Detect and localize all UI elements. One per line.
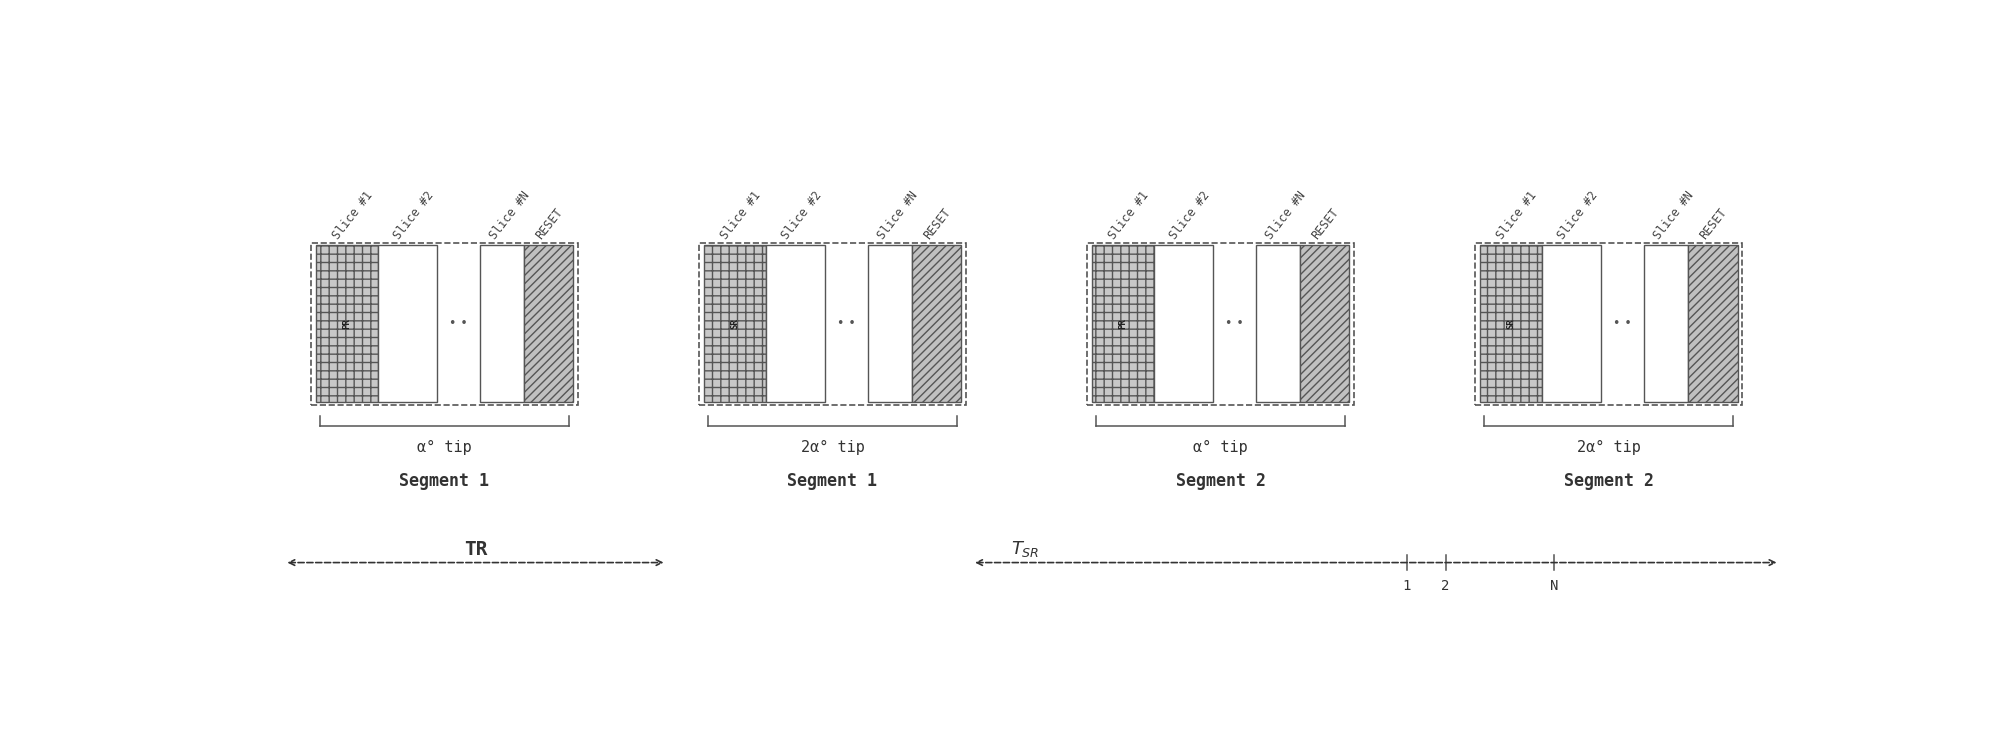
Bar — [867, 245, 911, 402]
Text: RESET: RESET — [533, 206, 565, 242]
Bar — [379, 245, 437, 402]
Text: N: N — [1550, 580, 1558, 593]
Text: Slice #1: Slice #1 — [330, 189, 375, 242]
Text: α° tip: α° tip — [417, 440, 473, 455]
Text: Segment 1: Segment 1 — [787, 472, 877, 490]
Text: RESET: RESET — [1310, 206, 1342, 242]
Text: $T_{SR}$: $T_{SR}$ — [1012, 539, 1040, 559]
Text: Segment 2: Segment 2 — [1564, 472, 1654, 490]
Text: • •: • • — [1612, 317, 1632, 330]
Bar — [1300, 245, 1350, 402]
Bar — [1092, 245, 1154, 402]
Text: RESET: RESET — [921, 206, 953, 242]
Bar — [316, 245, 379, 402]
Text: PR: PR — [1118, 318, 1128, 329]
Text: TR: TR — [465, 540, 487, 559]
Text: • •: • • — [1226, 317, 1244, 330]
Text: Slice #N: Slice #N — [1652, 189, 1697, 242]
Bar — [1542, 245, 1600, 402]
FancyArrowPatch shape — [977, 560, 1775, 565]
Bar — [1689, 245, 1737, 402]
Text: Segment 2: Segment 2 — [1176, 472, 1266, 490]
Text: Slice #2: Slice #2 — [391, 189, 437, 242]
Text: SR: SR — [1506, 318, 1516, 329]
Bar — [523, 245, 573, 402]
Text: Slice #N: Slice #N — [875, 189, 921, 242]
Text: α° tip: α° tip — [1194, 440, 1248, 455]
Bar — [310, 243, 579, 404]
Bar — [1644, 245, 1689, 402]
Bar — [765, 245, 825, 402]
Text: Slice #N: Slice #N — [1264, 189, 1308, 242]
Bar — [911, 245, 961, 402]
Text: Segment 1: Segment 1 — [399, 472, 489, 490]
Text: Slice #1: Slice #1 — [719, 189, 763, 242]
Text: 2α° tip: 2α° tip — [1576, 440, 1640, 455]
Text: PR: PR — [343, 318, 351, 329]
Bar — [481, 245, 523, 402]
Bar — [1474, 243, 1743, 404]
Text: Slice #1: Slice #1 — [1494, 189, 1540, 242]
Bar — [703, 245, 765, 402]
Text: Slice #2: Slice #2 — [1168, 189, 1212, 242]
FancyArrowPatch shape — [288, 560, 661, 565]
Bar — [699, 243, 965, 404]
Bar — [1154, 245, 1214, 402]
Text: Slice #2: Slice #2 — [779, 189, 825, 242]
Text: Slice #1: Slice #1 — [1106, 189, 1152, 242]
Text: RESET: RESET — [1697, 206, 1731, 242]
Text: 1: 1 — [1402, 580, 1410, 593]
Bar — [1480, 245, 1542, 402]
Text: SR: SR — [731, 318, 739, 329]
Text: • •: • • — [837, 317, 855, 330]
Text: 2α° tip: 2α° tip — [801, 440, 865, 455]
Text: Slice #N: Slice #N — [487, 189, 533, 242]
Bar — [1256, 245, 1300, 402]
Text: • •: • • — [449, 317, 469, 330]
Text: 2: 2 — [1442, 580, 1450, 593]
Text: Slice #2: Slice #2 — [1554, 189, 1600, 242]
Bar — [1088, 243, 1354, 404]
